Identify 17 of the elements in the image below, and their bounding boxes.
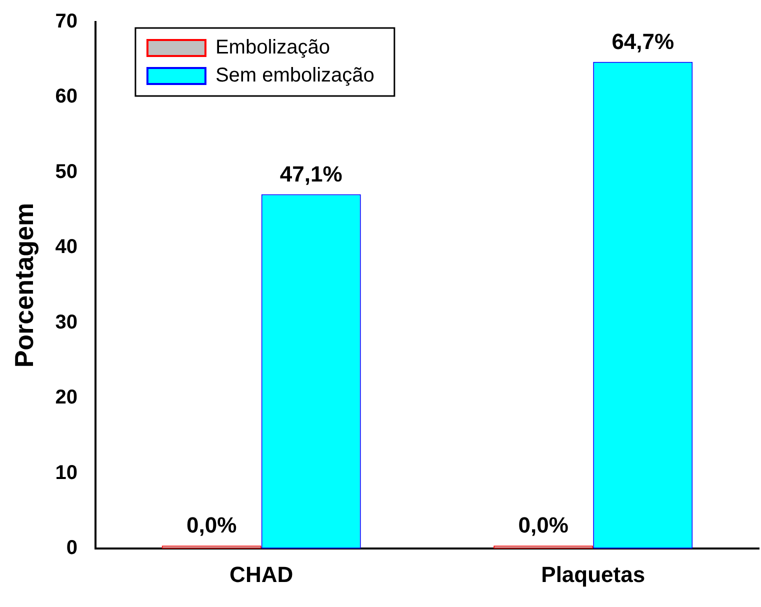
y-tick-label: 50 (55, 160, 78, 183)
y-tick-label: 70 (55, 10, 78, 33)
y-tick-label: 0 (66, 537, 78, 560)
y-tick-label: 60 (55, 86, 78, 108)
data-label: 0,0% (518, 512, 568, 538)
x-tick-label: Plaquetas (541, 562, 646, 587)
y-tick-label: 40 (55, 236, 78, 258)
data-label: 0,0% (186, 512, 237, 538)
y-axis-title: Porcentagem (8, 202, 39, 368)
y-tick-label: 30 (55, 311, 78, 334)
y-tick-label: 20 (55, 386, 78, 409)
data-label: 64,7% (612, 28, 674, 54)
x-tick-label: CHAD (230, 562, 294, 587)
data-label: 47,1% (280, 161, 342, 186)
y-tick-label: 10 (55, 462, 78, 484)
legend-label: Embolização (215, 36, 330, 59)
legend-label: Sem embolização (215, 64, 374, 87)
